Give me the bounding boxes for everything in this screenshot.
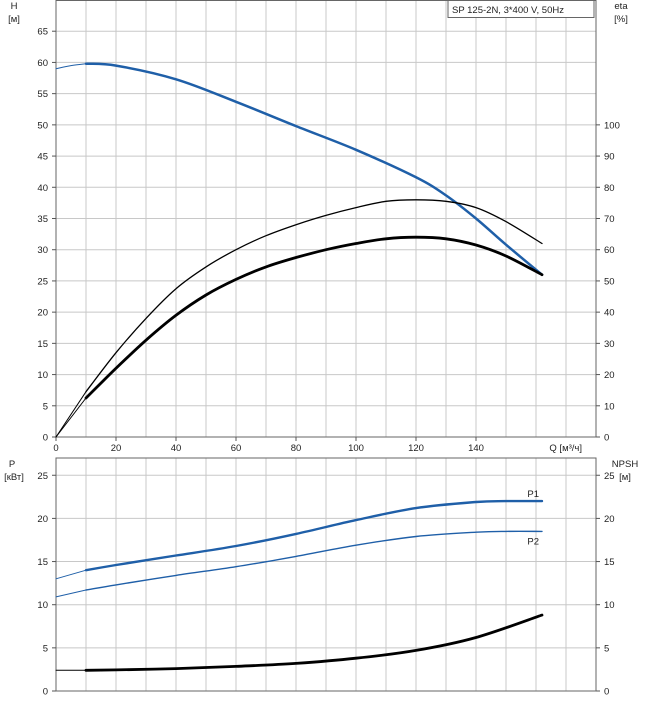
x-tick-label: 140 [468,443,484,454]
x-tick-label: 120 [408,443,424,454]
eta-axis-label: eta [614,1,628,12]
bottom-series-line-0 [84,499,544,572]
top-left-tick-label: 40 [37,183,48,194]
top-series-line-3 [55,391,87,438]
bottom-right-tick-label: 15 [604,557,615,568]
x-tick-label: 60 [231,443,242,454]
top-right-tick-label: 50 [604,276,615,287]
bottom-series-line-4 [84,613,544,672]
top-left-tick-label: 30 [37,245,48,256]
series-label-p1: P1 [527,489,539,500]
top-right-tick-label: 0 [604,433,609,444]
npsh-axis-label: NPSH [612,459,639,470]
bottom-left-tick-label: 10 [37,600,48,611]
top-left-tick-label: 35 [37,214,48,225]
bottom-left-tick-label: 15 [37,557,48,568]
top-left-tick-label: 50 [37,120,48,131]
top-right-tick-label: 60 [604,245,615,256]
bottom-right-tick-label: 10 [604,600,615,611]
npsh-axis-unit: [м] [619,472,631,483]
bottom-left-tick-label: 5 [43,643,48,654]
x-tick-label: 80 [291,443,302,454]
h-axis-label: H [11,1,18,12]
top-left-tick-label: 10 [37,370,48,381]
top-right-tick-label: 100 [604,120,620,131]
legend-text: SP 125-2N, 3*400 V, 50Hz [452,5,564,16]
top-left-tick-label: 45 [37,152,48,163]
top-right-tick-label: 20 [604,370,615,381]
bottom-left-tick-label: 20 [37,514,48,525]
x-axis-label: Q [м³/ч] [549,443,582,454]
top-series-line-1 [55,63,87,70]
top-left-tick-label: 15 [37,339,48,350]
top-left-tick-label: 5 [43,401,48,412]
top-right-tick-label: 90 [604,152,615,163]
top-left-tick-label: 20 [37,308,48,319]
bottom-right-tick-label: 0 [604,687,609,698]
x-tick-label: 40 [171,443,182,454]
bottom-left-tick-label: 0 [43,687,48,698]
top-right-tick-label: 40 [604,308,615,319]
p-axis-unit: [кВт] [4,472,24,483]
top-right-tick-label: 80 [604,183,615,194]
x-tick-label: 20 [111,443,122,454]
top-series-line-5 [55,397,87,438]
top-series-line-0 [84,62,544,276]
top-right-tick-label: 70 [604,214,615,225]
top-left-tick-label: 65 [37,27,48,38]
series-label-p2: P2 [527,536,539,547]
top-series-line-4 [84,235,544,400]
bottom-series-line-3 [55,589,87,598]
x-tick-label: 0 [53,443,58,454]
top-left-tick-label: 55 [37,89,48,100]
top-series-line-2 [85,199,543,393]
bottom-right-tick-label: 5 [604,643,609,654]
eta-axis-unit: [%] [614,14,628,25]
p-axis-label: P [9,459,15,470]
top-left-tick-label: 25 [37,276,48,287]
legend-box [447,0,595,18]
top-right-tick-label: 10 [604,401,615,412]
bottom-right-tick-label: 25 [604,471,615,482]
top-left-tick-label: 0 [43,433,48,444]
h-axis-unit: [м] [8,14,20,25]
bottom-left-tick-label: 25 [37,471,48,482]
bottom-series-line-1 [55,569,87,580]
bottom-series-line-2 [85,530,543,591]
top-left-tick-label: 60 [37,58,48,69]
x-tick-label: 100 [348,443,364,454]
bottom-right-tick-label: 20 [604,514,615,525]
bottom-plot-frame [55,457,597,692]
top-right-tick-label: 30 [604,339,615,350]
